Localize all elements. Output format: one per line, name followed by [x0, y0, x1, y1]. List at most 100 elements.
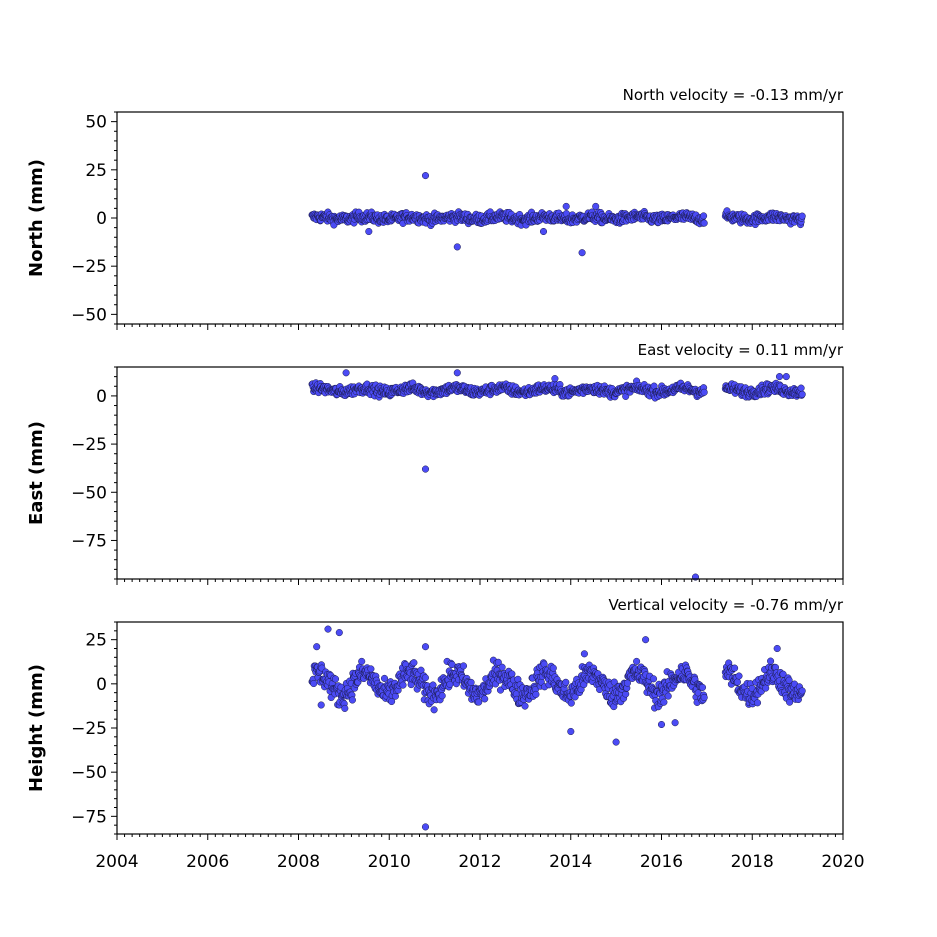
y-tick-label: −75 [71, 531, 107, 551]
data-point [735, 672, 743, 680]
data-point [649, 675, 658, 683]
data-point [700, 693, 708, 702]
data-point [549, 664, 557, 672]
y-tick-label: 25 [85, 161, 107, 181]
panel-height: Vertical velocity = -0.76 mm/yr Height (… [26, 596, 865, 872]
data-point [798, 687, 806, 695]
outlier-point [313, 643, 321, 651]
y-axis-label: Height (mm) [26, 664, 47, 792]
outlier-point [773, 644, 781, 653]
data-point [341, 704, 349, 712]
data-point [310, 679, 318, 688]
data-point [331, 675, 340, 683]
outlier-point [421, 643, 430, 651]
data-point [438, 692, 446, 700]
data-point [562, 678, 570, 686]
data-point [798, 390, 806, 398]
y-tick-label: −25 [71, 257, 107, 277]
data-point [358, 657, 366, 665]
x-tick-label: 2018 [731, 852, 774, 872]
data-point [753, 699, 762, 707]
outlier-point [324, 625, 332, 633]
x-tick-label: 2006 [186, 852, 229, 872]
data-point [664, 692, 672, 700]
data-point [475, 698, 483, 706]
data-point [660, 698, 668, 706]
y-tick-label: 0 [96, 675, 107, 695]
y-tick-label: 50 [85, 113, 107, 133]
panel-title: East velocity = 0.11 mm/yr [638, 341, 844, 359]
outlier-point [567, 727, 575, 736]
y-tick-label: 0 [96, 209, 107, 229]
outlier-point [671, 719, 679, 727]
data-point [733, 678, 741, 686]
outlier-point [551, 375, 559, 383]
axes-frame [116, 621, 844, 835]
data-point [786, 698, 794, 706]
data-point [467, 678, 475, 686]
panel-east: East velocity = 0.11 mm/yr East (mm) −75… [26, 341, 844, 585]
y-axis-label: East (mm) [26, 421, 47, 525]
outlier-point [421, 823, 430, 831]
y-tick-label: 25 [85, 631, 107, 651]
data-point [508, 670, 516, 678]
x-tick-label: 2010 [368, 852, 411, 872]
panel-north: North velocity = -0.13 mm/yr North (mm) … [26, 86, 844, 330]
data-point [633, 657, 641, 665]
outlier-point [453, 369, 461, 377]
outlier-point [782, 373, 790, 381]
x-tick-label: 2020 [821, 852, 864, 872]
data-point [567, 699, 575, 707]
data-point [498, 663, 506, 671]
data-point [700, 212, 708, 220]
data-point [399, 681, 407, 689]
data-point [494, 658, 502, 666]
x-tick-label: 2016 [640, 852, 683, 872]
data-point [521, 702, 529, 710]
data-point [700, 219, 708, 227]
data-point [429, 681, 437, 689]
outlier-point [562, 202, 570, 210]
data-series [308, 625, 806, 831]
x-tick-label: 2014 [549, 852, 592, 872]
outlier-point [453, 243, 461, 251]
data-point [367, 665, 375, 673]
data-point [410, 659, 418, 667]
x-tick-label: 2004 [95, 852, 138, 872]
outlier-point [775, 373, 784, 381]
data-point [421, 674, 429, 682]
outlier-point [335, 629, 343, 637]
y-tick-label: −25 [71, 435, 107, 455]
data-point [698, 683, 707, 691]
data-point [731, 664, 739, 672]
y-tick-label: −25 [71, 719, 107, 739]
data-point [348, 696, 356, 704]
data-point [798, 212, 806, 220]
outlier-point [580, 650, 588, 658]
outlier-point [317, 701, 325, 709]
data-point [430, 706, 438, 714]
x-tick-label: 2012 [458, 852, 501, 872]
outlier-point [539, 227, 548, 236]
data-point [481, 695, 489, 703]
data-point [767, 657, 775, 665]
outlier-point [421, 465, 430, 473]
axes-frame [116, 111, 844, 325]
data-point [532, 690, 540, 698]
axes-frame [116, 366, 844, 580]
y-tick-label: −75 [71, 807, 107, 827]
outlier-point [657, 720, 666, 729]
data-point [380, 674, 389, 682]
panel-title: North velocity = -0.13 mm/yr [623, 86, 844, 104]
panel-title: Vertical velocity = -0.76 mm/yr [608, 596, 843, 614]
plot-area: 2004 2006 2008 2010 2012 2014 2016 2018 2020 −75 −… [71, 621, 865, 872]
outlier-point [365, 227, 373, 236]
outlier-point [612, 738, 620, 746]
data-point [785, 676, 793, 684]
y-tick-label: −50 [71, 483, 107, 503]
outlier-point [342, 369, 350, 377]
data-series [308, 369, 806, 581]
data-point [459, 662, 468, 670]
outlier-point [421, 172, 430, 180]
